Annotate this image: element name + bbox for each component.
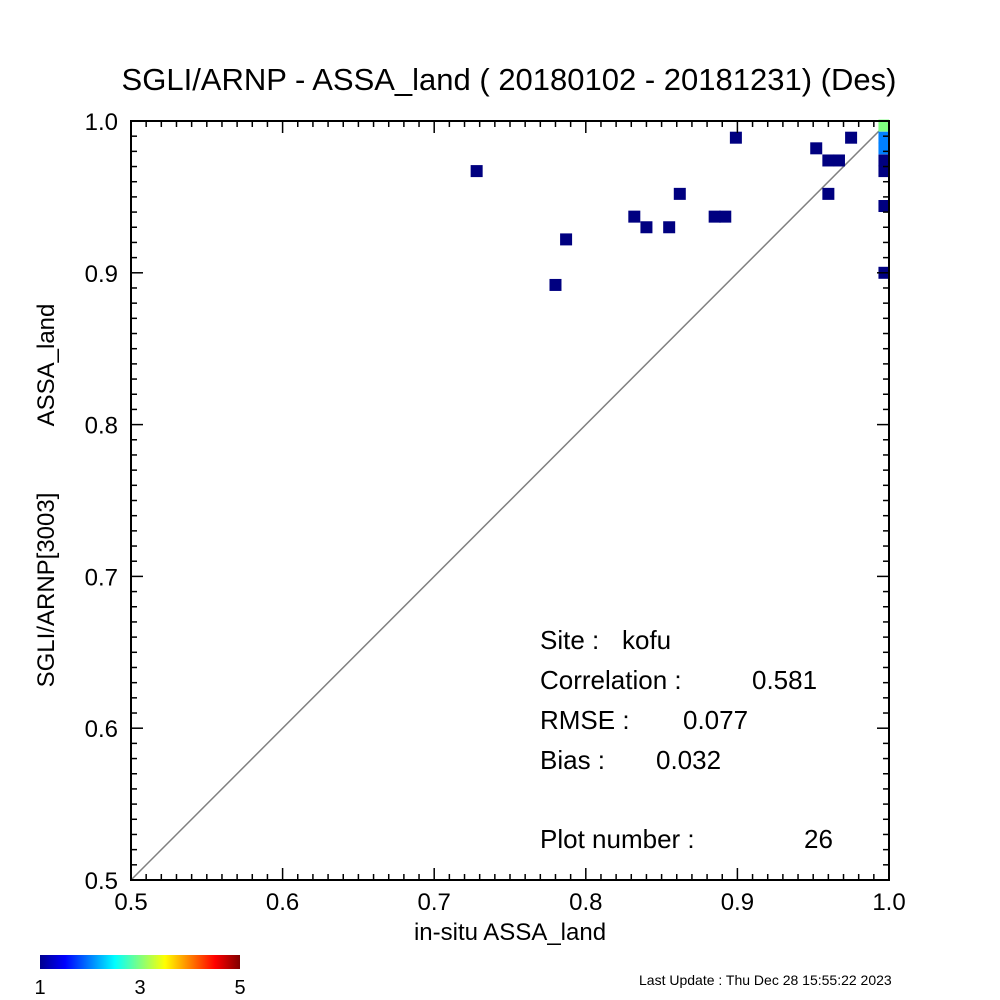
x-tick-label: 0.5 — [114, 889, 147, 916]
y-tick-label: 0.7 — [85, 564, 118, 591]
data-point — [810, 142, 823, 155]
colorbar-tick-label: 1 — [34, 977, 45, 999]
data-point — [832, 154, 845, 167]
correlation-value: 0.581 — [752, 665, 817, 695]
data-point — [708, 210, 721, 223]
data-point — [822, 154, 835, 167]
y-tick-label: 1.0 — [85, 109, 118, 136]
y-tick-label: 0.6 — [85, 716, 118, 743]
data-point — [878, 200, 889, 213]
data-point — [560, 233, 573, 246]
x-tick-label: 0.8 — [569, 889, 602, 916]
data-point — [845, 131, 858, 144]
y-tick-label: 0.5 — [85, 868, 118, 895]
y-axis-label-line1: SGLI/ARNP[3003] — [33, 493, 60, 688]
data-point — [729, 131, 742, 144]
data-point — [878, 154, 889, 167]
y-tick-label: 0.9 — [85, 261, 118, 288]
data-point — [628, 210, 641, 223]
x-tick-label: 1.0 — [872, 889, 905, 916]
correlation-label: Correlation : — [540, 665, 682, 695]
bias-value: 0.032 — [656, 745, 721, 775]
data-point — [878, 119, 889, 132]
x-tick-label: 0.7 — [418, 889, 451, 916]
plot-number-value: 26 — [804, 824, 833, 854]
colorbar-tick-label: 5 — [234, 977, 245, 999]
bias-label: Bias : — [540, 745, 605, 775]
data-point — [878, 165, 889, 178]
colorbar — [40, 955, 240, 969]
plot-number-label: Plot number : — [540, 824, 695, 854]
site-label: Site : — [540, 625, 599, 655]
x-axis-label: in-situ ASSA_land — [414, 919, 606, 946]
data-point — [663, 221, 676, 234]
chart-title: SGLI/ARNP - ASSA_land ( 20180102 - 20181… — [122, 62, 897, 97]
data-point — [470, 165, 483, 178]
site-value: kofu — [622, 625, 671, 655]
last-update-text: Last Update : Thu Dec 28 15:55:22 2023 — [639, 972, 892, 988]
x-tick-label: 0.6 — [266, 889, 299, 916]
data-point — [673, 187, 686, 200]
data-point — [640, 221, 653, 234]
data-point — [549, 278, 562, 291]
data-point — [878, 142, 889, 155]
rmse-label: RMSE : — [540, 705, 630, 735]
data-point — [878, 131, 889, 144]
data-point — [719, 210, 732, 223]
data-point — [822, 187, 835, 200]
identity-line — [130, 120, 890, 881]
rmse-value: 0.077 — [683, 705, 748, 735]
plot-area: 0.5 0.6 0.7 0.8 0.9 1.0 0.5 0.6 0.7 0.8 0.9 1.0 — [85, 109, 906, 916]
stats-box: Site : kofu Correlation : 0.581 RMSE : 0… — [540, 625, 833, 854]
x-tick-label: 0.9 — [721, 889, 754, 916]
colorbar-tick-label: 3 — [134, 977, 145, 999]
y-tick-label: 0.8 — [85, 413, 118, 440]
y-axis-label-line2: ASSA_land — [33, 304, 60, 427]
